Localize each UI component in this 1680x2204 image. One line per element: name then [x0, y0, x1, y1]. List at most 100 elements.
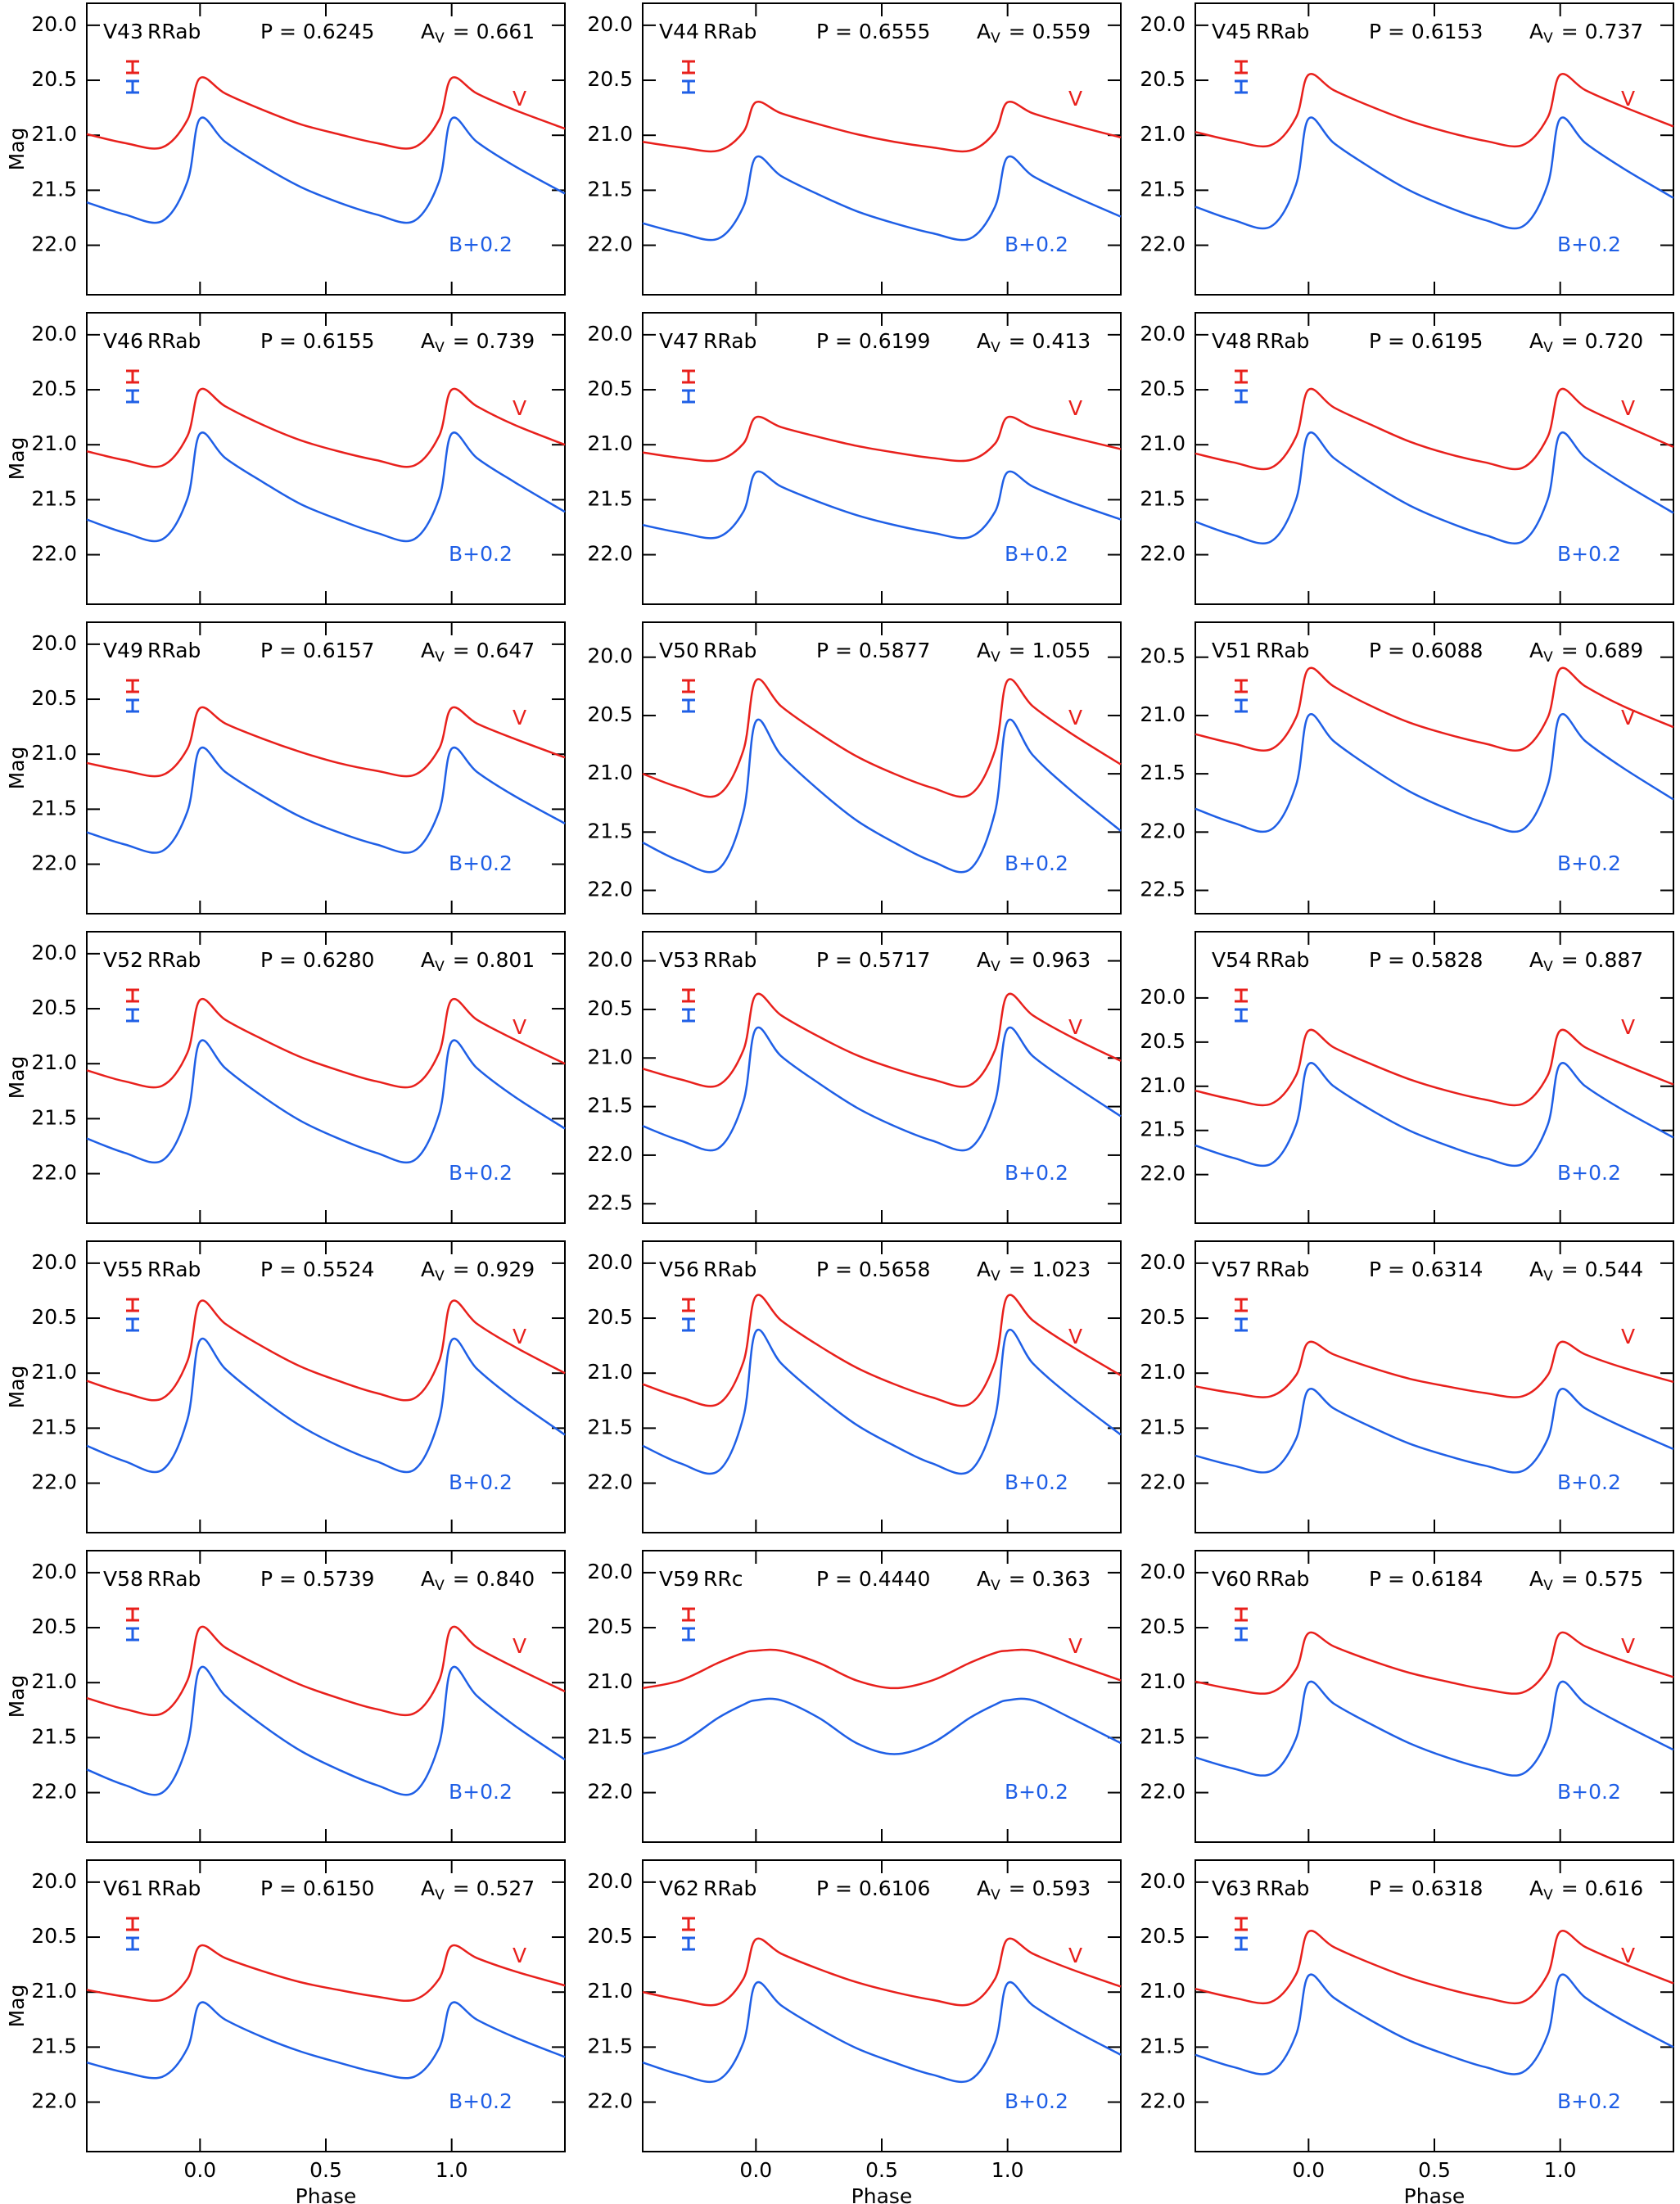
plot-frame — [642, 312, 1122, 605]
y-tick-label: 21.0 — [31, 1979, 77, 2003]
y-tick-label: 20.0 — [1140, 1250, 1185, 1274]
series-label: V — [1621, 1015, 1635, 1039]
y-tick-label: 20.0 — [31, 322, 77, 346]
y-tick-label: 21.5 — [1140, 761, 1185, 784]
star-name: V61 — [103, 1877, 143, 1900]
y-tick-label: 21.5 — [587, 1094, 633, 1118]
amp-symbol: A — [421, 948, 435, 972]
light-curve — [1195, 1973, 1674, 2075]
y-tick-label: 21.0 — [587, 1669, 633, 1693]
series-label: B+0.2 — [1005, 233, 1068, 256]
amp-symbol: A — [1529, 1567, 1543, 1591]
amp-symbol: A — [977, 20, 991, 43]
series-label: V — [1068, 1944, 1082, 1967]
amplitude: AV = 0.887 — [1529, 948, 1643, 975]
series-label: B+0.2 — [1557, 1470, 1621, 1494]
star-name: V60 — [1212, 1567, 1252, 1591]
amp-symbol: A — [421, 639, 435, 662]
variable-class: RRab — [147, 20, 201, 43]
amplitude: AV = 0.720 — [1529, 329, 1643, 356]
series-label: V — [1068, 87, 1082, 111]
amplitude: AV = 0.527 — [421, 1877, 535, 1904]
y-tick-label: 22.0 — [1140, 1470, 1185, 1494]
y-tick-label: 22.0 — [1140, 1780, 1185, 1804]
series-label: V — [1621, 1634, 1635, 1658]
light-curve — [1195, 712, 1674, 833]
series-label: V — [513, 396, 526, 420]
series-label: B+0.2 — [1005, 851, 1068, 875]
x-tick-label: 0.0 — [183, 2158, 216, 2182]
light-curve — [1195, 1028, 1674, 1107]
star-name: V46 — [103, 329, 143, 353]
y-tick-label: 21.5 — [31, 1105, 77, 1129]
y-tick-label: 20.0 — [587, 644, 633, 668]
star-name: V53 — [659, 948, 699, 972]
series-label: V — [1068, 1015, 1082, 1039]
x-tick-label: 0.5 — [865, 2158, 898, 2182]
light-curve — [86, 706, 566, 778]
star-name: V55 — [103, 1258, 143, 1281]
y-tick-label: 21.0 — [587, 1045, 633, 1068]
y-tick-label: 20.0 — [587, 322, 633, 346]
y-tick-label: 20.5 — [31, 67, 77, 91]
plot-frame — [642, 1550, 1122, 1843]
period: P = 0.6199 — [816, 329, 930, 353]
panel: 20.0 20.5 21.0 21.5 22.0 Mag V46 RRab P = 0.6155… — [5, 312, 566, 605]
y-tick-label: 21.5 — [587, 486, 633, 510]
series-label: V — [1068, 1634, 1082, 1658]
light-curve — [642, 1648, 1122, 1690]
series-label: B+0.2 — [1005, 2089, 1068, 2113]
amplitude: AV = 0.801 — [421, 948, 535, 975]
y-tick-label: 20.5 — [1140, 1615, 1185, 1638]
period: P = 0.6318 — [1369, 1877, 1483, 1900]
y-tick-label: 22.5 — [1140, 878, 1185, 901]
y-tick-label: 20.5 — [587, 996, 633, 1020]
period: P = 0.6153 — [1369, 20, 1483, 43]
amp-symbol: A — [977, 639, 991, 662]
amp-value: = 0.593 — [1009, 1877, 1091, 1900]
variable-class: RRab — [1256, 1877, 1309, 1900]
y-tick-label: 20.5 — [587, 1305, 633, 1329]
plot-frame — [642, 2, 1122, 296]
period: P = 0.6280 — [260, 948, 374, 972]
x-tick-label: 1.0 — [991, 2158, 1024, 2182]
series-label: V — [1068, 1325, 1082, 1348]
light-curve — [642, 1294, 1122, 1407]
y-tick-label: 21.5 — [1140, 2034, 1185, 2057]
period: P = 0.6245 — [260, 20, 374, 43]
panel: 20.0 20.5 21.0 21.5 22.0 22.5 V53 RRab P = 0.571… — [587, 931, 1122, 1224]
plot-frame — [1195, 1550, 1674, 1843]
light-curve — [1195, 1062, 1674, 1167]
amp-sub: V — [435, 30, 445, 47]
y-tick-label: 21.0 — [1140, 1669, 1185, 1693]
light-curve — [1195, 387, 1674, 471]
y-tick-label: 20.0 — [1140, 12, 1185, 36]
y-tick-label: 21.0 — [1140, 1073, 1185, 1097]
y-axis-label: Mag — [5, 1366, 29, 1409]
amp-value: = 0.801 — [453, 948, 535, 972]
panel: 20.0 20.5 21.0 21.5 22.0 0.0 0.5 1.0 Phase Mag V61… — [5, 1859, 566, 2204]
amp-symbol: A — [421, 1567, 435, 1591]
amp-value: = 0.544 — [1561, 1258, 1643, 1281]
light-curve — [1195, 1631, 1674, 1695]
y-tick-label: 21.5 — [587, 819, 633, 842]
x-tick-label: 1.0 — [1544, 2158, 1577, 2182]
amp-value: = 0.689 — [1561, 639, 1643, 662]
light-curve — [642, 100, 1122, 153]
amp-value: = 0.737 — [1561, 20, 1643, 43]
amp-sub: V — [991, 30, 1000, 47]
light-curve — [86, 116, 566, 224]
y-tick-label: 21.5 — [1140, 1118, 1185, 1141]
amplitude: AV = 0.363 — [977, 1567, 1091, 1594]
amplitude: AV = 0.616 — [1529, 1877, 1643, 1904]
series-label: B+0.2 — [449, 1470, 513, 1494]
series-label: B+0.2 — [1005, 1780, 1068, 1804]
period: P = 0.6157 — [260, 639, 374, 662]
star-name: V44 — [659, 20, 699, 43]
series-label: V — [1621, 706, 1635, 729]
y-tick-label: 21.0 — [587, 761, 633, 784]
star-name: V63 — [1212, 1877, 1252, 1900]
